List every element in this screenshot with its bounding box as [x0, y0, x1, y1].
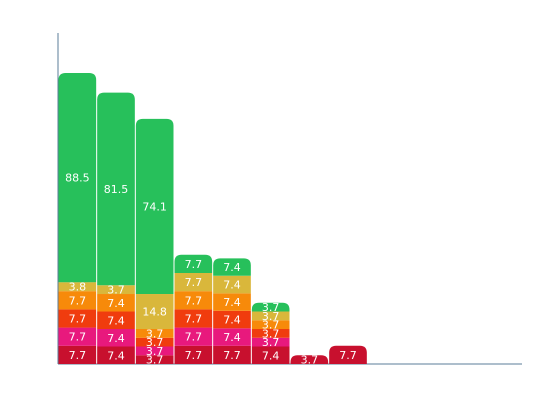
bar-segment — [97, 329, 135, 347]
bar-segment — [174, 309, 213, 328]
bar-segment — [58, 72, 97, 283]
data-label: 3.7 — [262, 319, 280, 332]
data-label: 7.7 — [185, 331, 203, 344]
bar-segment — [174, 327, 213, 346]
data-label: 3.7 — [146, 354, 164, 367]
bar-segment — [174, 345, 213, 364]
data-label: 3.7 — [262, 301, 280, 314]
bar-segment — [58, 309, 97, 328]
data-label: 7.7 — [185, 258, 203, 271]
bar-segment — [135, 294, 174, 330]
bar-segment — [58, 282, 97, 292]
data-label: 7.4 — [262, 349, 280, 362]
data-label: 7.7 — [185, 349, 203, 362]
bar-segment — [251, 302, 290, 312]
bar-segment — [174, 291, 213, 310]
data-label: 7.4 — [107, 349, 125, 362]
data-label: 88.5 — [65, 172, 90, 185]
bar-segment — [251, 320, 290, 330]
data-label: 3.7 — [107, 284, 125, 297]
bar-segment — [58, 291, 97, 310]
data-label: 14.8 — [142, 306, 167, 319]
data-label: 7.4 — [223, 279, 241, 292]
data-label: 3.7 — [262, 336, 280, 349]
data-label: 3.7 — [146, 345, 164, 358]
data-label: 7.7 — [69, 294, 87, 307]
bar-segment — [135, 329, 174, 338]
data-label: 7.7 — [69, 312, 87, 325]
data-label: 3.8 — [69, 281, 87, 294]
data-label: 7.7 — [339, 349, 357, 362]
data-label: 7.4 — [107, 314, 125, 327]
bar-segment — [135, 337, 174, 347]
data-label: 7.4 — [223, 314, 241, 327]
bar-segment — [213, 345, 251, 364]
data-label: 7.7 — [69, 331, 87, 344]
bar-segment — [135, 118, 174, 295]
data-label: 7.7 — [185, 312, 203, 325]
bar-segment — [58, 327, 97, 346]
bar-segment — [97, 294, 135, 312]
bar-segment — [251, 337, 290, 347]
data-label: 3.7 — [146, 336, 164, 349]
bar-segment — [174, 254, 213, 273]
data-label: 74.1 — [142, 200, 167, 213]
bar-segment — [135, 355, 174, 364]
data-label: 3.7 — [301, 354, 319, 367]
data-label: 3.7 — [262, 327, 280, 340]
bar-segment — [97, 92, 135, 286]
data-label: 81.5 — [104, 183, 129, 196]
bar-segment — [251, 346, 290, 364]
bar-segment — [174, 272, 213, 292]
bar-segment — [290, 355, 329, 364]
data-label: 7.7 — [185, 276, 203, 289]
bar-segment — [251, 311, 290, 321]
bar-segment — [135, 346, 174, 356]
data-label: 7.4 — [107, 332, 125, 345]
data-label: 7.7 — [69, 349, 87, 362]
bar-segment — [97, 346, 135, 364]
bar-segment — [58, 345, 97, 364]
bar-segment — [213, 275, 251, 294]
data-label: 7.4 — [223, 261, 241, 274]
bar-segment — [213, 258, 251, 276]
data-label: 7.7 — [185, 294, 203, 307]
data-label: 7.4 — [223, 296, 241, 309]
bar-segment — [97, 311, 135, 330]
bar-segment — [251, 329, 290, 338]
bar-segment — [213, 328, 251, 346]
data-label: 3.7 — [146, 327, 164, 340]
bar-segment — [213, 293, 251, 311]
data-label: 7.7 — [223, 349, 241, 362]
data-label: 7.4 — [223, 331, 241, 344]
data-label: 3.7 — [262, 310, 280, 323]
bar-segment — [97, 285, 135, 295]
bar-segment — [213, 310, 251, 329]
data-label: 7.4 — [107, 297, 125, 310]
bar-segment — [329, 345, 367, 364]
